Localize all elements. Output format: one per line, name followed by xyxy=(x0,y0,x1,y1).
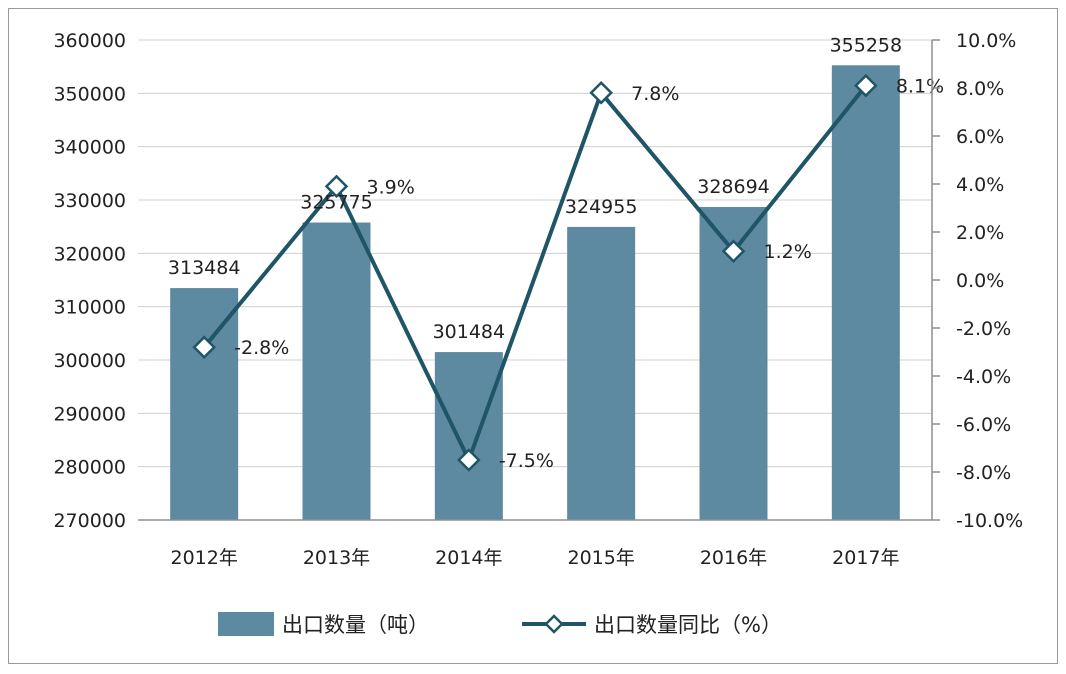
bar xyxy=(434,352,503,520)
y-left-tick-label: 270000 xyxy=(53,510,126,532)
y-right-tick-label: -2.0% xyxy=(956,318,1011,340)
line-point xyxy=(721,239,746,263)
legend: 出口数量（吨） 出口数量同比（%） xyxy=(218,612,782,637)
x-axis: 2012年 2013年 2014年 2015年 2016年 2017年 xyxy=(138,519,932,569)
bar-data-label: 325775 xyxy=(300,192,373,214)
right-axis: -10.0% -8.0% -6.0% -4.0% -2.0% 0.0% 2.0% 4.0% 6.… xyxy=(931,30,1023,532)
bar-data-label: 301484 xyxy=(433,321,506,343)
y-right-tick-label: 8.0% xyxy=(956,78,1004,100)
line-path xyxy=(202,84,868,462)
bar xyxy=(302,222,371,521)
x-tick-label: 2012年 xyxy=(170,547,237,569)
y-right-tick-label: -8.0% xyxy=(956,462,1011,484)
legend-line-marker xyxy=(544,614,564,634)
line-point xyxy=(192,335,216,359)
y-left-tick-label: 340000 xyxy=(53,137,126,159)
line-data-label: -2.8% xyxy=(234,337,289,359)
bar xyxy=(567,226,636,520)
chart-frame xyxy=(8,8,1058,664)
legend-bar-label: 出口数量（吨） xyxy=(282,613,429,637)
bar xyxy=(170,288,239,520)
line-point xyxy=(589,81,613,105)
y-right-tick-label: 6.0% xyxy=(956,126,1004,148)
x-tick-label: 2014年 xyxy=(435,547,502,569)
x-tick-label: 2017年 xyxy=(832,547,899,569)
left-axis: 270000 280000 290000 300000 310000 320000 3300… xyxy=(53,30,126,532)
y-right-tick-label: 2.0% xyxy=(956,222,1004,244)
data-labels: 313484 325775 301484 324955 328694 355258 -2.8… xyxy=(168,34,944,472)
line-data-label: 1.2% xyxy=(764,241,812,263)
y-right-tick-label: 10.0% xyxy=(956,30,1016,52)
x-tick-label: 2015年 xyxy=(567,547,634,569)
line-data-label: 7.8% xyxy=(631,83,679,105)
y-left-tick-label: 290000 xyxy=(53,403,126,425)
legend-bar-swatch xyxy=(218,612,274,636)
y-right-tick-label: -6.0% xyxy=(956,414,1011,436)
line-data-label: 8.1% xyxy=(896,76,944,98)
y-left-tick-label: 360000 xyxy=(53,30,126,52)
bar-data-label: 324955 xyxy=(565,196,638,218)
x-tick-label: 2016年 xyxy=(700,547,767,569)
line-data-label: 3.9% xyxy=(367,176,415,198)
y-right-tick-label: -4.0% xyxy=(956,366,1011,388)
y-left-tick-label: 330000 xyxy=(53,190,126,212)
y-right-tick-label: -10.0% xyxy=(956,510,1023,532)
y-left-tick-label: 280000 xyxy=(53,457,126,479)
y-right-tick-label: 4.0% xyxy=(956,174,1004,196)
bar xyxy=(831,65,900,521)
line-point xyxy=(457,448,481,472)
line-data-label: -7.5% xyxy=(499,450,554,472)
legend-line-label: 出口数量同比（%） xyxy=(594,613,782,637)
bar-data-label: 313484 xyxy=(168,257,241,279)
y-left-tick-label: 300000 xyxy=(53,350,126,372)
line-point xyxy=(324,174,349,199)
bar-data-label: 328694 xyxy=(697,176,770,198)
x-tick-label: 2013年 xyxy=(303,547,370,569)
bar-data-label: 355258 xyxy=(830,34,903,56)
line-series xyxy=(192,73,878,472)
y-left-tick-label: 350000 xyxy=(53,83,126,105)
y-left-tick-label: 310000 xyxy=(53,297,126,319)
line-point xyxy=(854,73,878,98)
y-right-tick-label: 0.0% xyxy=(956,270,1004,292)
y-left-tick-label: 320000 xyxy=(53,243,126,265)
